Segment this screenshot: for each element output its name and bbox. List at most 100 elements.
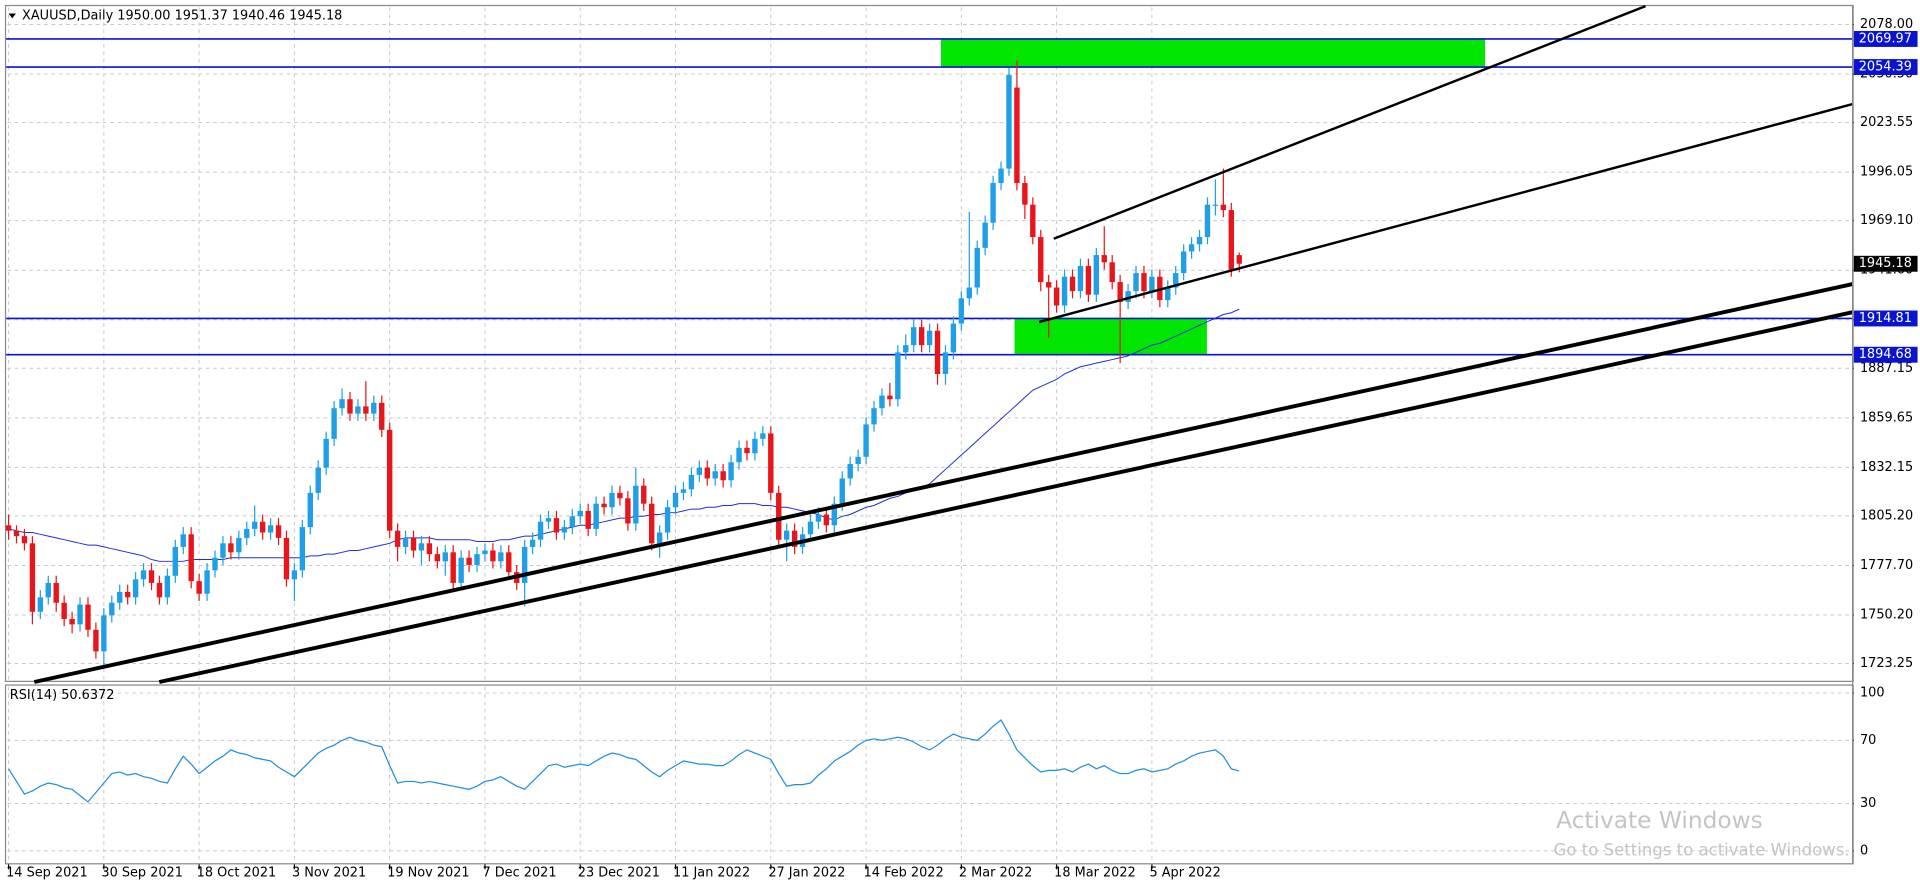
y-tick-label: 1777.70 <box>1860 558 1913 573</box>
candle-body <box>855 456 861 465</box>
candle-body <box>990 183 996 223</box>
candle-body <box>1173 273 1179 288</box>
candle-body <box>720 471 726 481</box>
level-label-box <box>1853 310 1918 327</box>
candle-body <box>140 570 147 580</box>
candle-body <box>291 570 298 580</box>
candle-body <box>498 552 504 562</box>
candle-body <box>77 604 83 625</box>
candle-body <box>1069 276 1076 292</box>
candle-body <box>1196 237 1203 245</box>
y-tick-label: 1969.10 <box>1860 213 1913 228</box>
x-tick-label: 3 Nov 2021 <box>292 865 366 880</box>
candle-body <box>831 503 838 526</box>
candle-body <box>236 537 242 553</box>
candle-body <box>887 395 893 400</box>
candle-body <box>1117 282 1123 302</box>
y-tick-label: 2078.00 <box>1860 17 1913 32</box>
x-tick-label: 14 Feb 2022 <box>864 865 944 880</box>
trend-line <box>1038 102 1853 324</box>
candle-body <box>974 247 980 288</box>
x-tick-label: 18 Oct 2021 <box>197 865 277 880</box>
candle-body <box>1133 273 1139 292</box>
candle-body <box>1149 276 1155 292</box>
candle-body <box>529 539 536 547</box>
candle-body <box>942 352 949 374</box>
candle-body <box>1220 204 1227 211</box>
candle-body <box>93 629 99 652</box>
candle-body <box>450 552 456 583</box>
candle-body <box>434 554 441 562</box>
candle-body <box>315 467 321 493</box>
candle-body <box>204 570 210 594</box>
candle-body <box>386 429 393 531</box>
candle-body <box>1101 255 1107 263</box>
candle-body <box>1141 273 1147 292</box>
candle-body <box>561 527 568 533</box>
y-tick-label: 1750.20 <box>1860 608 1913 623</box>
candle-body <box>109 602 115 616</box>
candle-body <box>188 534 194 582</box>
candle-body <box>577 510 583 517</box>
x-tick-label: 5 Apr 2022 <box>1149 865 1220 880</box>
zone <box>1014 318 1207 355</box>
x-tick-label: 18 Mar 2022 <box>1054 865 1136 880</box>
candle-body <box>950 323 957 353</box>
candle-body <box>394 530 401 547</box>
y-tick-label: 70 <box>1860 733 1876 748</box>
candle-body <box>1180 251 1187 274</box>
candle-body <box>680 489 687 493</box>
candle-body <box>1212 204 1219 206</box>
candle-body <box>220 543 226 558</box>
candle-body <box>124 591 131 598</box>
chart-title: XAUUSD,Daily 1950.00 1951.37 1940.46 194… <box>22 8 342 23</box>
candle-body <box>696 467 703 475</box>
y-tick-label: 100 <box>1860 686 1885 701</box>
candle-body <box>521 546 528 583</box>
x-tick-label: 30 Sep 2021 <box>101 865 183 880</box>
candle-body <box>172 546 179 576</box>
candle-body <box>61 602 67 619</box>
candle-body <box>379 402 385 430</box>
candle-body <box>196 581 202 594</box>
candle-body <box>148 570 155 583</box>
x-tick-label: 14 Sep 2021 <box>6 865 88 880</box>
level-label: 2054.39 <box>1859 60 1912 75</box>
candle-body <box>783 530 790 540</box>
candle-body <box>879 395 885 409</box>
candle-body <box>672 492 679 508</box>
candle-body <box>1006 74 1012 169</box>
candle-body <box>863 424 869 457</box>
candle-body <box>839 478 845 504</box>
candle-body <box>29 543 36 612</box>
trend-line <box>158 310 1854 684</box>
candle-body <box>490 550 496 562</box>
level-label-box <box>1853 346 1918 363</box>
candle-body <box>1188 244 1195 252</box>
candle-body <box>958 298 965 324</box>
candle-body <box>506 552 512 573</box>
candle-body <box>1093 255 1100 295</box>
candle-body <box>1236 255 1242 264</box>
last-price-box <box>1853 255 1918 272</box>
candle-body <box>609 492 615 508</box>
candle-body <box>13 530 20 537</box>
candle-body <box>1030 204 1036 238</box>
candle-body <box>5 525 12 531</box>
candle-body <box>45 582 51 598</box>
candle-body <box>1061 276 1068 306</box>
candle-body <box>1014 87 1020 184</box>
candle-body <box>934 330 941 374</box>
candle-body <box>545 518 552 522</box>
candle-body <box>1085 265 1092 295</box>
candle-body <box>21 536 28 544</box>
candle-body <box>1053 287 1060 306</box>
y-tick-label: 1805.20 <box>1860 508 1913 523</box>
y-tick-label: 1859.65 <box>1860 410 1913 425</box>
candle-body <box>998 168 1004 184</box>
candle-body <box>347 399 353 414</box>
candle-body <box>418 543 425 551</box>
candle-body <box>625 498 631 524</box>
candle-body <box>371 402 377 414</box>
